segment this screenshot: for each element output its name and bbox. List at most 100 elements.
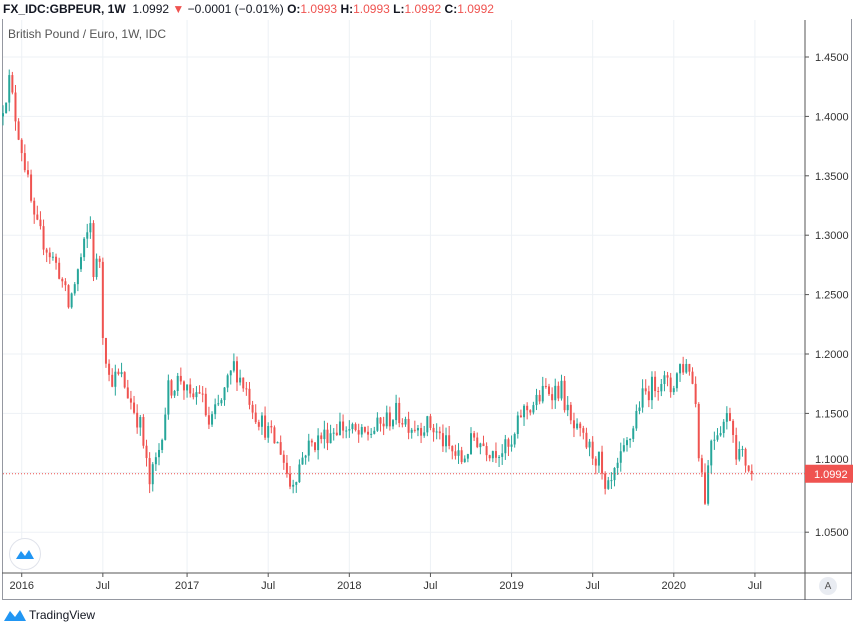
candle-body <box>236 361 238 383</box>
x-tick-label: 2016 <box>9 580 33 592</box>
x-tick-label: Jul <box>586 580 600 592</box>
candle-body <box>538 394 541 402</box>
candle-body <box>560 380 563 399</box>
candle <box>632 425 635 443</box>
candle-body <box>435 431 438 433</box>
candle <box>710 439 713 474</box>
high-value: 1.0993 <box>353 2 390 16</box>
candle <box>217 394 220 407</box>
candle <box>420 422 423 444</box>
candle-body <box>373 430 376 434</box>
candle <box>585 427 588 450</box>
candle-body <box>716 435 719 440</box>
candle <box>523 404 526 426</box>
candle <box>548 383 550 397</box>
candle <box>335 423 338 437</box>
candle-body <box>161 439 164 450</box>
candle <box>376 412 379 432</box>
candle <box>182 380 185 400</box>
candle-body <box>357 430 360 435</box>
candle-body <box>629 438 632 441</box>
candle-body <box>320 435 323 440</box>
symbol-header: FX_IDC:GBPEUR, 1W 1.0992 ▼ −0.0001 (−0.0… <box>3 2 494 16</box>
candle <box>697 402 700 462</box>
candle-body <box>488 455 491 459</box>
tradingview-logo-button[interactable] <box>9 538 41 570</box>
x-tick-label: 2020 <box>662 580 686 592</box>
candle-body <box>189 384 192 394</box>
candle-body <box>317 435 320 451</box>
candle <box>663 370 666 392</box>
candle <box>423 425 426 438</box>
candle <box>432 423 435 442</box>
candle <box>535 388 538 411</box>
candle-body <box>657 391 660 393</box>
candle <box>289 465 292 490</box>
last-price-label: 1.0992 <box>814 469 848 481</box>
candle-body <box>254 412 257 423</box>
candle <box>67 284 70 309</box>
candle-body <box>67 285 70 308</box>
candle <box>719 426 722 437</box>
candle <box>142 414 145 449</box>
candle-body <box>551 394 554 401</box>
candle <box>158 443 160 466</box>
candle-body <box>420 428 423 436</box>
candle <box>20 138 23 162</box>
candle-body <box>416 428 419 431</box>
candle <box>86 223 89 248</box>
candle <box>716 428 719 442</box>
candle <box>279 435 282 455</box>
candle <box>58 257 61 280</box>
candle-body <box>204 393 207 416</box>
candle <box>226 373 229 393</box>
candle-body <box>229 370 232 376</box>
candle-body <box>73 284 76 294</box>
candle-body <box>158 449 160 458</box>
candle-body <box>675 373 678 389</box>
candle-body <box>295 482 298 485</box>
candle <box>332 428 335 441</box>
candle <box>39 211 42 230</box>
candle-body <box>314 442 316 451</box>
last-price: 1.0992 <box>132 2 170 16</box>
candle-body <box>242 377 245 389</box>
candle-body <box>245 388 248 390</box>
auto-scale-button[interactable]: A <box>819 577 837 595</box>
candle-body <box>92 223 95 278</box>
candle <box>725 406 728 430</box>
candle-body <box>239 377 242 383</box>
candle <box>351 422 354 434</box>
candle <box>345 426 348 439</box>
candle-body <box>728 413 731 421</box>
candle <box>98 255 101 268</box>
candle <box>476 432 479 449</box>
candle-body <box>704 472 706 504</box>
candle-body <box>126 387 129 399</box>
candle-body <box>548 386 550 395</box>
candle <box>460 446 463 465</box>
candle <box>507 437 510 457</box>
candle <box>104 337 107 368</box>
candle-body <box>123 372 126 388</box>
candle-body <box>232 361 235 371</box>
candle-body <box>654 376 657 392</box>
candle-body <box>120 372 123 375</box>
candle-body <box>104 338 107 364</box>
candle <box>607 476 610 490</box>
candle-body <box>342 421 345 431</box>
candle <box>413 420 416 433</box>
candle <box>601 445 604 480</box>
candle-body <box>76 269 79 285</box>
candle-body <box>607 480 610 489</box>
candle-body <box>273 427 276 444</box>
candle-body <box>58 262 61 279</box>
candle <box>70 292 73 309</box>
candle <box>382 416 385 436</box>
candle <box>214 398 217 420</box>
candle <box>445 427 448 453</box>
candle <box>264 406 267 441</box>
candle <box>114 364 117 396</box>
candle <box>282 450 285 470</box>
